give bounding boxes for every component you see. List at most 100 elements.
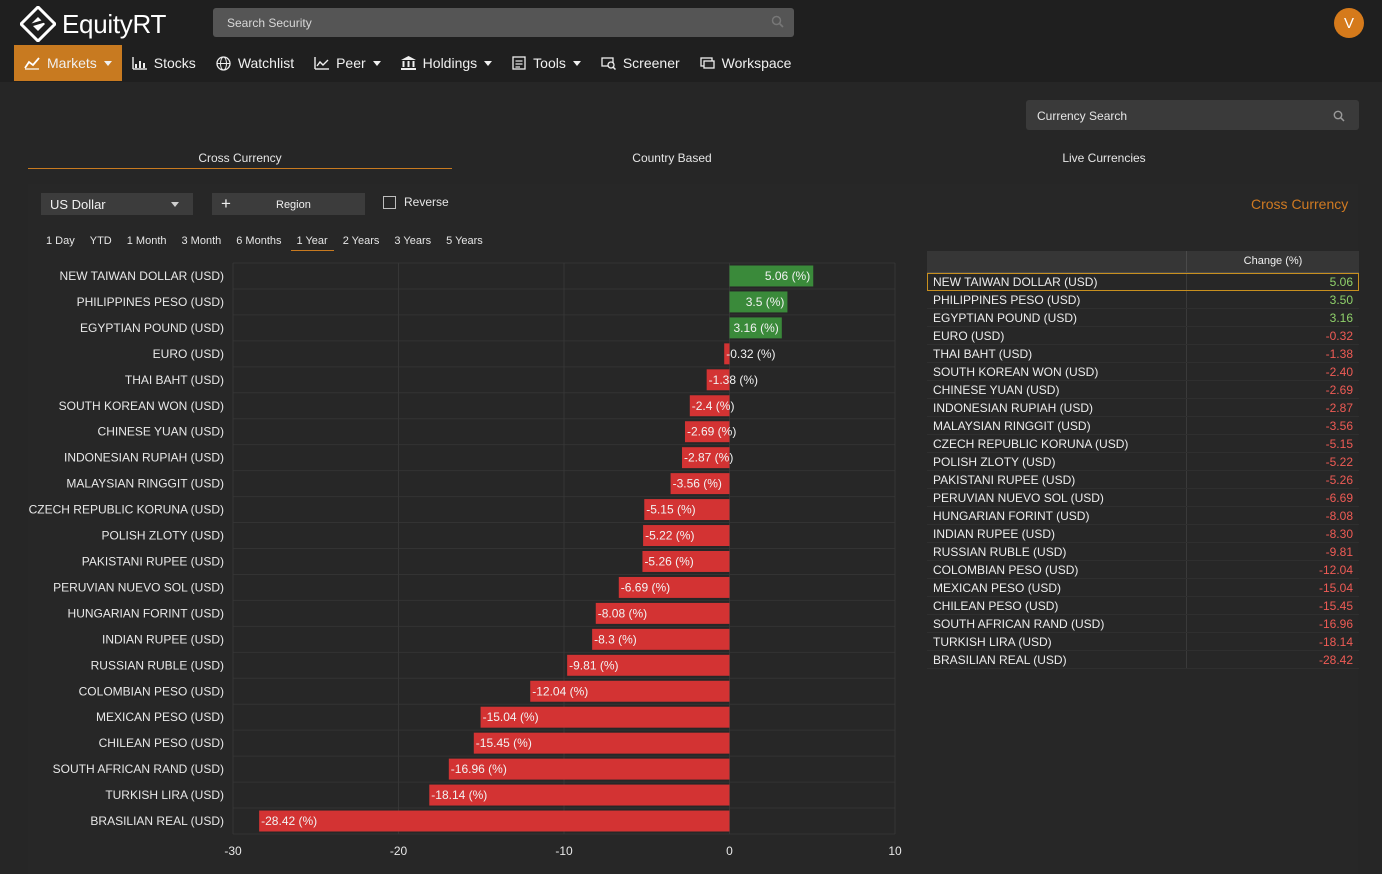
bar[interactable] [595,602,730,624]
nav-item-peer[interactable]: Peer [304,45,391,81]
bar[interactable] [592,628,730,650]
table-row[interactable]: SOUTH KOREAN WON (USD) -2.40 [927,363,1359,381]
data-label: -0.32 (%) [726,347,775,361]
currency-change-table: Change (%) NEW TAIWAN DOLLAR (USD) 5.06 PH… [927,251,1359,669]
nav-item-stocks[interactable]: Stocks [122,45,206,81]
nav-item-markets[interactable]: Markets [14,45,122,81]
table-row[interactable]: CZECH REPUBLIC KORUNA (USD) -5.15 [927,435,1359,453]
table-row[interactable]: NEW TAIWAN DOLLAR (USD) 5.06 [927,273,1359,291]
bar[interactable] [448,758,730,780]
bar[interactable] [724,343,730,365]
period-2-years[interactable]: 2 Years [342,235,380,247]
change-value: -5.26 [1325,473,1353,487]
currency-name: HUNGARIAN FORINT (USD) [927,507,1187,524]
security-search-input[interactable]: Search Security [213,8,794,37]
change-value: -1.38 [1325,347,1353,361]
bar[interactable] [429,784,730,806]
period-6-months[interactable]: 6 Months [236,235,282,247]
tab-cross-currency[interactable]: Cross Currency [28,145,452,169]
bar[interactable] [729,317,782,339]
category-label: NEW TAIWAN DOLLAR (USD) [60,269,224,283]
bar[interactable] [644,499,730,521]
table-row[interactable]: RUSSIAN RUBLE (USD) -9.81 [927,543,1359,561]
currency-name: POLISH ZLOTY (USD) [927,453,1187,470]
category-label: SOUTH KOREAN WON (USD) [59,399,224,413]
table-row[interactable]: CHINESE YUAN (USD) -2.69 [927,381,1359,399]
table-row[interactable]: SOUTH AFRICAN RAND (USD) -16.96 [927,615,1359,633]
nav-item-workspace[interactable]: Workspace [690,45,802,81]
building-icon [400,56,423,70]
table-row[interactable]: TURKISH LIRA (USD) -18.14 [927,633,1359,651]
bar[interactable] [670,473,730,495]
nav-item-label: Watchlist [237,55,295,71]
x-tick-label: -30 [224,844,242,858]
table-row[interactable]: EURO (USD) -0.32 [927,327,1359,345]
change-value: -2.40 [1325,365,1353,379]
region-button[interactable]: + Region [212,193,365,215]
table-row[interactable]: CHILEAN PESO (USD) -15.45 [927,597,1359,615]
bar[interactable] [729,265,814,287]
table-row[interactable]: THAI BAHT (USD) -1.38 [927,345,1359,363]
bar[interactable] [567,654,730,676]
table-row[interactable]: POLISH ZLOTY (USD) -5.22 [927,453,1359,471]
change-value: -9.81 [1325,545,1353,559]
reverse-toggle[interactable]: Reverse [383,195,449,209]
table-header-change[interactable]: Change (%) [1243,255,1303,267]
nav-item-holdings[interactable]: Holdings [391,45,502,81]
bar[interactable] [706,369,730,391]
table-header: Change (%) [927,251,1359,273]
bar[interactable] [480,706,730,728]
table-row[interactable]: EGYPTIAN POUND (USD) 3.16 [927,309,1359,327]
bar[interactable] [729,291,788,313]
period-1-month[interactable]: 1 Month [126,235,167,247]
nav-item-label: Peer [336,55,366,71]
period-1-day[interactable]: 1 Day [46,235,75,247]
reverse-checkbox[interactable] [383,195,396,209]
period-3-month[interactable]: 3 Month [181,235,222,247]
table-row[interactable]: MALAYSIAN RINGGIT (USD) -3.56 [927,417,1359,435]
nav-item-tools[interactable]: Tools [502,45,591,81]
nav-item-watchlist[interactable]: Watchlist [206,45,304,81]
period-1-year[interactable]: 1 Year [290,233,334,251]
table-row[interactable]: HUNGARIAN FORINT (USD) -8.08 [927,507,1359,525]
currency-search-input[interactable]: Currency Search [1026,100,1359,130]
period-3-years[interactable]: 3 Years [394,235,432,247]
x-tick-label: 0 [726,844,733,858]
nav-item-screener[interactable]: Screener [591,45,690,81]
table-row[interactable]: COLOMBIAN PESO (USD) -12.04 [927,561,1359,579]
bar[interactable] [473,732,730,754]
change-value: -15.45 [1318,599,1353,613]
table-row[interactable]: PHILIPPINES PESO (USD) 3.50 [927,291,1359,309]
table-row[interactable]: BRASILIAN REAL (USD) -28.42 [927,651,1359,669]
table-row[interactable]: PERUVIAN NUEVO SOL (USD) -6.69 [927,489,1359,507]
user-avatar[interactable]: V [1334,8,1364,38]
category-label: THAI BAHT (USD) [125,373,224,387]
bar[interactable] [643,525,730,546]
tab-country-based[interactable]: Country Based [632,151,712,165]
currency-name: MALAYSIAN RINGGIT (USD) [927,417,1187,434]
table-row[interactable]: PAKISTANI RUPEE (USD) -5.26 [927,471,1359,489]
table-row[interactable]: MEXICAN PESO (USD) -15.04 [927,579,1359,597]
period-ytd[interactable]: YTD [89,235,112,247]
table-row[interactable]: INDIAN RUPEE (USD) -8.30 [927,525,1359,543]
search-icon[interactable] [771,15,784,33]
bar[interactable] [689,395,730,417]
tab-live-currencies[interactable]: Live Currencies [1062,151,1146,165]
data-label: -8.08 (%) [598,606,647,620]
bar[interactable] [259,810,730,832]
app-logo[interactable]: EquityRT [18,4,166,44]
bar[interactable] [684,421,730,443]
globe-icon [216,55,238,71]
chevron-down-icon [484,60,493,66]
currency-name: CHILEAN PESO (USD) [927,597,1187,614]
bar[interactable] [682,447,730,469]
base-currency-select[interactable]: US Dollar [41,193,193,215]
currency-name: RUSSIAN RUBLE (USD) [927,543,1187,560]
bar[interactable] [530,680,730,702]
main-nav: Markets Stocks Watchlist Peer Holdings Tools S… [14,45,801,81]
bar[interactable] [618,576,730,598]
table-row[interactable]: INDONESIAN RUPIAH (USD) -2.87 [927,399,1359,417]
period-5-years[interactable]: 5 Years [446,235,483,247]
search-icon[interactable] [1333,109,1345,127]
bar[interactable] [642,551,730,572]
